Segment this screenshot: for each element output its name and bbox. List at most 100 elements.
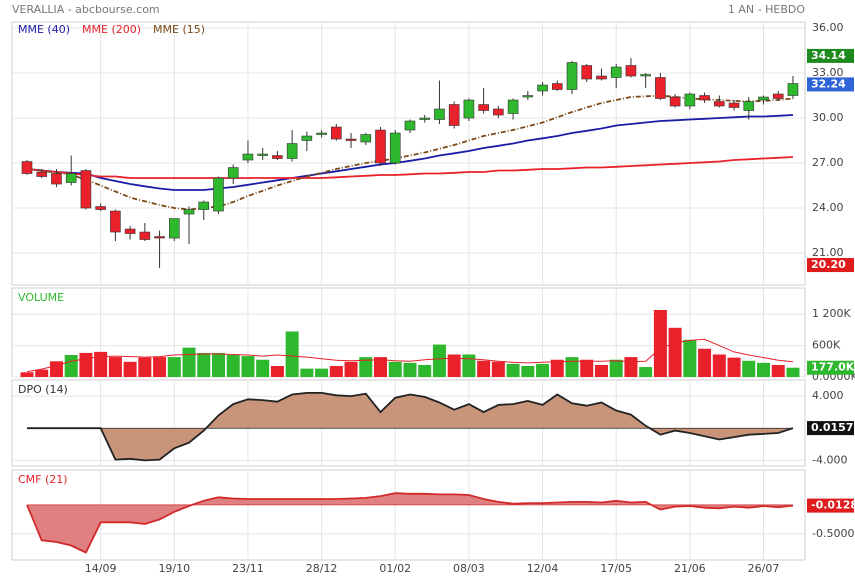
volume-bar xyxy=(153,357,167,377)
candle-body xyxy=(434,108,445,120)
volume-bar xyxy=(167,357,181,377)
volume-bar xyxy=(300,368,314,377)
value-tag-label: 20.20 xyxy=(811,258,846,271)
value-tag xyxy=(807,498,854,513)
candle-body xyxy=(463,99,475,119)
volume-bar xyxy=(285,331,299,377)
volume-bar xyxy=(712,354,726,377)
volume-bar xyxy=(565,357,579,377)
volume-bar xyxy=(226,355,240,377)
candle-body xyxy=(227,167,239,179)
candle-body xyxy=(728,102,740,108)
volume-bar xyxy=(477,360,491,377)
value-tag xyxy=(807,360,854,375)
volume-bar xyxy=(359,357,373,377)
y-tick-label: 27.00 xyxy=(812,156,844,169)
moving-average xyxy=(26,156,794,179)
candle-body xyxy=(699,95,710,101)
volume-bar xyxy=(580,359,594,377)
candle-body xyxy=(566,62,578,90)
volume-bar xyxy=(256,359,270,377)
candle-body xyxy=(507,99,519,114)
volume-bar xyxy=(315,368,329,377)
y-tick-label: 1 200K xyxy=(812,307,851,320)
candle-body xyxy=(787,83,799,96)
volume-bar xyxy=(211,352,225,377)
candle-body xyxy=(80,170,92,209)
volume-bar xyxy=(123,361,137,377)
volume-bar xyxy=(786,367,800,377)
panel-title: CMF (21) xyxy=(18,473,68,486)
value-tag-label: 0.0157 xyxy=(811,421,853,434)
candle-body xyxy=(198,201,210,210)
volume-bar xyxy=(594,364,608,377)
candle-body xyxy=(669,96,681,107)
candle-body xyxy=(331,126,342,140)
volume-bar xyxy=(403,362,417,377)
volume-average xyxy=(26,338,794,373)
volume-bar xyxy=(683,339,697,377)
volume-bar xyxy=(447,354,461,377)
volume-bar xyxy=(536,363,550,377)
volume-bar xyxy=(639,367,653,377)
candle-body xyxy=(183,209,195,215)
volume-bar xyxy=(742,360,756,377)
candle-body xyxy=(286,143,298,159)
volume-bar xyxy=(241,356,255,377)
candle-body xyxy=(655,77,666,99)
value-tag-label: 34.14 xyxy=(811,49,846,62)
y-tick-label: 36.00 xyxy=(812,21,844,34)
y-tick-label: -4.000 xyxy=(812,453,847,466)
panel-frame xyxy=(11,379,806,467)
volume-bar xyxy=(550,359,564,377)
volume-bar xyxy=(20,372,34,377)
volume-bar xyxy=(182,347,196,377)
candle-body xyxy=(345,138,357,141)
x-tick-label: 08/03 xyxy=(453,562,485,575)
candle-body xyxy=(316,132,327,135)
value-tag xyxy=(807,77,854,92)
volume-bar xyxy=(506,363,520,377)
volume-bar xyxy=(698,348,712,377)
candle-body xyxy=(213,177,224,212)
candle-body xyxy=(242,153,254,161)
site-title: VERALLIA - abcbourse.com xyxy=(12,3,160,16)
x-tick-label: 14/09 xyxy=(85,562,117,575)
x-tick-label: 19/10 xyxy=(158,562,190,575)
indicator-line xyxy=(26,492,794,554)
value-tag xyxy=(807,48,854,63)
candle-body xyxy=(139,231,151,240)
y-tick-label: -0.5000 xyxy=(812,527,854,540)
candle-body xyxy=(21,161,33,174)
candle-body xyxy=(596,75,607,80)
value-tag xyxy=(807,421,854,436)
volume-bar xyxy=(727,357,741,377)
x-tick-label: 23/11 xyxy=(232,562,264,575)
volume-bar xyxy=(344,361,358,377)
volume-bar xyxy=(64,355,78,377)
candle-body xyxy=(625,65,637,77)
candle-body xyxy=(551,83,563,90)
candle-body xyxy=(493,108,504,116)
volume-bar xyxy=(374,357,388,377)
candle-body xyxy=(758,96,769,101)
volume-bar xyxy=(491,361,505,377)
candle-body xyxy=(389,132,401,164)
volume-bar xyxy=(94,351,108,377)
candle-body xyxy=(257,153,268,156)
volume-bar xyxy=(49,361,63,377)
candle-body xyxy=(610,66,622,78)
volume-bar xyxy=(388,361,402,377)
candle-body xyxy=(36,171,48,177)
volume-bar xyxy=(35,369,49,377)
candle-body xyxy=(124,228,136,234)
candle-body xyxy=(743,101,755,111)
x-tick-label: 17/05 xyxy=(600,562,632,575)
volume-bar xyxy=(771,364,785,377)
candle-body xyxy=(448,104,460,126)
y-tick-label: 33.00 xyxy=(812,66,844,79)
panel-frame xyxy=(11,469,806,561)
value-tag xyxy=(807,258,854,273)
candle-body xyxy=(478,104,489,111)
